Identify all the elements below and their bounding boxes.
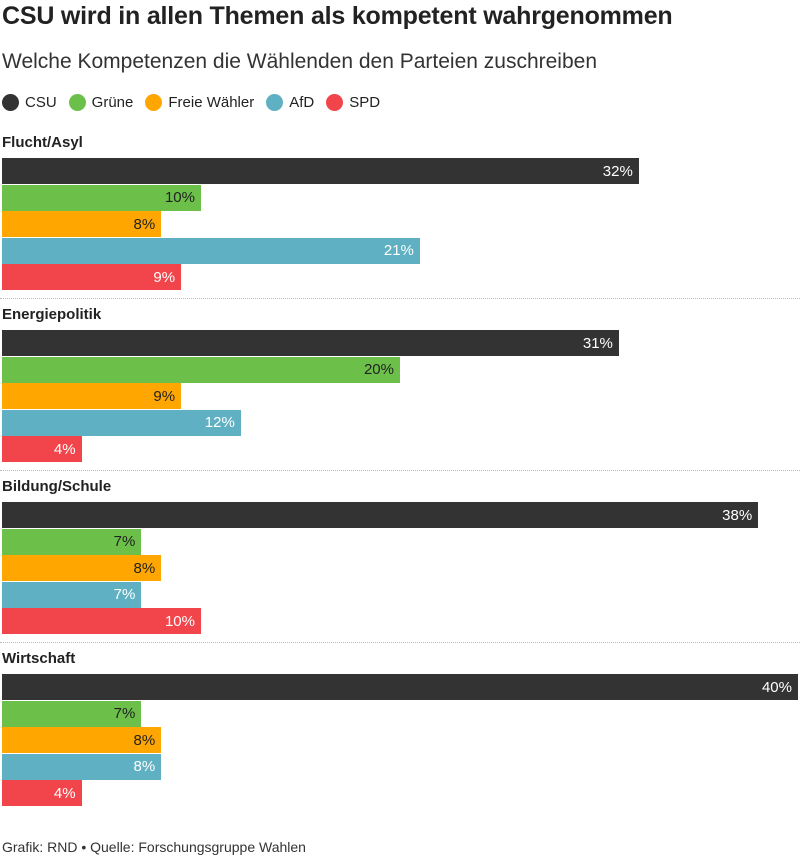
group-divider xyxy=(0,642,800,643)
chart-subtitle: Welche Kompetenzen die Wählenden den Par… xyxy=(2,50,597,73)
legend-label: SPD xyxy=(349,94,381,111)
legend-swatch xyxy=(2,94,19,111)
legend: CSU Grüne Freie Wähler AfD SPD xyxy=(2,94,392,111)
legend-item: AfD xyxy=(266,94,314,111)
legend-item: SPD xyxy=(326,94,380,111)
bar: 8% xyxy=(2,211,162,238)
bar: 40% xyxy=(2,674,798,700)
bar-value-label: 12% xyxy=(204,414,235,432)
bar-chart: Flucht/Asyl 32% 10% 8% 21% 9% Energiepolitik 31… xyxy=(0,130,800,818)
category-label: Wirtschaft xyxy=(2,650,76,667)
group-divider xyxy=(0,470,800,471)
category-group: Energiepolitik 31% 20% 9% 12% 4% xyxy=(0,302,800,474)
bar-value-label: 7% xyxy=(113,586,136,604)
bar-value-label: 4% xyxy=(53,440,76,458)
legend-label: CSU xyxy=(25,94,57,111)
legend-label: Freie Wähler xyxy=(168,94,255,111)
category-group: Bildung/Schule 38% 7% 8% 7% 10% xyxy=(0,474,800,646)
legend-swatch xyxy=(145,94,163,111)
legend-item: CSU xyxy=(2,94,57,111)
category-label: Flucht/Asyl xyxy=(2,134,83,151)
category-label: Bildung/Schule xyxy=(2,478,112,495)
bar-value-label: 8% xyxy=(133,758,156,776)
bar-value-label: 8% xyxy=(133,731,156,749)
category-group: Flucht/Asyl 32% 10% 8% 21% 9% xyxy=(0,130,800,302)
source-footer: Grafik: RND • Quelle: Forschungsgruppe W… xyxy=(2,839,306,855)
bar-value-label: 31% xyxy=(582,334,613,352)
bar-value-label: 10% xyxy=(164,189,195,207)
group-divider xyxy=(0,298,800,299)
legend-swatch xyxy=(326,94,344,111)
bar-value-label: 4% xyxy=(53,784,76,802)
bar: 38% xyxy=(2,502,759,528)
bar: 4% xyxy=(2,436,82,463)
legend-item: Grüne xyxy=(68,94,134,111)
bar-value-label: 7% xyxy=(113,533,136,551)
legend-label: Grüne xyxy=(91,94,134,111)
chart-title: CSU wird in allen Themen als kompetent w… xyxy=(2,2,673,30)
bar-value-label: 32% xyxy=(602,162,633,180)
bar: 10% xyxy=(2,608,201,635)
bar: 7% xyxy=(2,528,142,555)
bar: 31% xyxy=(2,330,619,356)
bar: 7% xyxy=(2,700,142,727)
bar: 20% xyxy=(2,356,400,383)
category-label: Energiepolitik xyxy=(2,306,102,323)
bar-value-label: 8% xyxy=(133,559,156,577)
bar: 4% xyxy=(2,780,82,807)
bar: 32% xyxy=(2,158,639,184)
bar-value-label: 40% xyxy=(761,678,792,696)
bar: 8% xyxy=(2,727,162,754)
bar: 9% xyxy=(2,383,182,410)
category-group: Wirtschaft 40% 7% 8% 8% 4% xyxy=(0,646,800,818)
bar-value-label: 9% xyxy=(153,268,176,286)
bar: 8% xyxy=(2,753,162,780)
bar-value-label: 10% xyxy=(164,612,195,630)
bar: 9% xyxy=(2,264,182,291)
legend-item: Freie Wähler xyxy=(145,94,254,111)
bar-value-label: 7% xyxy=(113,705,136,723)
bar-value-label: 21% xyxy=(383,242,414,260)
bar: 21% xyxy=(2,237,420,264)
bar: 7% xyxy=(2,581,142,608)
legend-swatch xyxy=(68,94,86,111)
legend-label: AfD xyxy=(289,94,315,111)
bar: 10% xyxy=(2,184,201,211)
bar-value-label: 9% xyxy=(153,387,176,405)
legend-swatch xyxy=(266,94,284,111)
bar-value-label: 38% xyxy=(722,506,753,524)
bar: 12% xyxy=(2,409,241,436)
bar: 8% xyxy=(2,555,162,582)
bar-value-label: 8% xyxy=(133,215,156,233)
bar-value-label: 20% xyxy=(363,361,394,379)
